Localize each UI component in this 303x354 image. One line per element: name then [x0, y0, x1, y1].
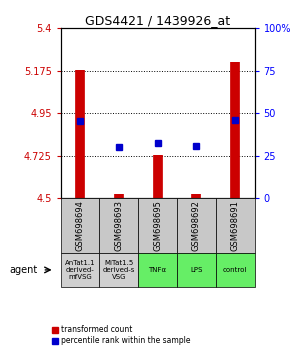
Text: AnTat1.1
derived-
mfVSG: AnTat1.1 derived- mfVSG	[65, 260, 95, 280]
Text: agent: agent	[9, 265, 37, 275]
Bar	[216, 198, 255, 253]
Bar	[138, 198, 177, 253]
Bar	[177, 198, 216, 253]
Text: MiTat1.5
derived-s
VSG: MiTat1.5 derived-s VSG	[103, 260, 135, 280]
Bar	[177, 253, 216, 287]
Bar	[99, 198, 138, 253]
Bar	[61, 198, 99, 253]
Text: GSM698693: GSM698693	[114, 200, 123, 251]
Bar	[216, 253, 255, 287]
Text: GSM698694: GSM698694	[75, 200, 85, 251]
Text: TNFα: TNFα	[148, 267, 167, 273]
Text: control: control	[223, 267, 247, 273]
Text: GSM698695: GSM698695	[153, 200, 162, 251]
Text: GSM698691: GSM698691	[231, 200, 240, 251]
Bar	[138, 253, 177, 287]
Bar	[99, 253, 138, 287]
Text: LPS: LPS	[190, 267, 202, 273]
Legend: transformed count, percentile rank within the sample: transformed count, percentile rank withi…	[49, 322, 193, 348]
Text: GSM698692: GSM698692	[192, 200, 201, 251]
Bar	[61, 253, 99, 287]
Title: GDS4421 / 1439926_at: GDS4421 / 1439926_at	[85, 14, 230, 27]
